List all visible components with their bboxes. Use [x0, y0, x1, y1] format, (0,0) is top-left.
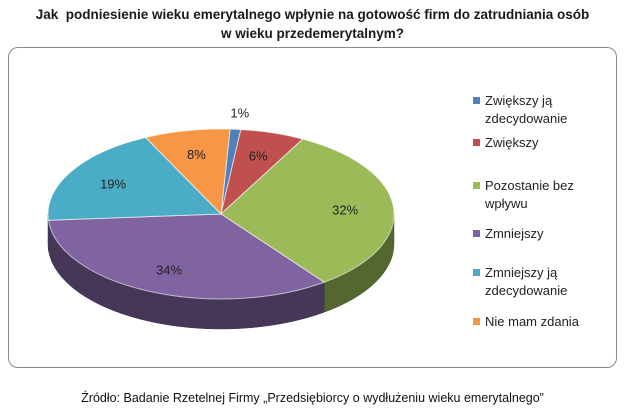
chart-title: Jak podniesienie wieku emerytalnego wpły… [0, 5, 625, 43]
slice-labels: 1% 6% 32% 34% 19% 8% [100, 106, 359, 278]
legend-label: Zwiększy [485, 135, 539, 150]
slice-label-4: 34% [156, 263, 182, 278]
legend-label: Zmniejszy ją zdecydowanie [485, 265, 568, 298]
legend-swatch [473, 97, 480, 104]
pie-slice-3 [220, 138, 395, 283]
legend-swatch [473, 230, 480, 237]
legend-label: Nie mam zdania [485, 314, 579, 329]
chart-title-line-2: w wieku przedemerytalnym? [220, 26, 405, 41]
legend-swatch [473, 269, 480, 276]
legend-swatch [473, 318, 480, 325]
slice-label-2: 6% [249, 149, 268, 164]
slice-label-1: 1% [230, 106, 249, 121]
legend-label: Pozostanie bez wpływu [485, 178, 574, 211]
slice-label-6: 8% [187, 147, 206, 162]
pie-slice-5 [47, 136, 223, 221]
slice-label-3: 32% [332, 203, 358, 218]
legend-swatch [473, 182, 480, 189]
pie-slice-4 [47, 213, 326, 300]
chart-frame [8, 47, 617, 368]
source-note: Źródło: Badanie Rzetelnej Firmy „Przedsi… [81, 391, 544, 405]
legend-label: Zwiększy ją zdecydowanie [485, 93, 568, 126]
chart-title-line-1: Jak podniesienie wieku emerytalnego wpły… [35, 7, 590, 22]
legend-swatch [473, 139, 480, 146]
slice-label-5: 19% [100, 176, 126, 191]
pie-slices [47, 128, 395, 300]
legend-label: Zmniejszy [485, 226, 544, 241]
pie-slice-6 [144, 128, 231, 216]
